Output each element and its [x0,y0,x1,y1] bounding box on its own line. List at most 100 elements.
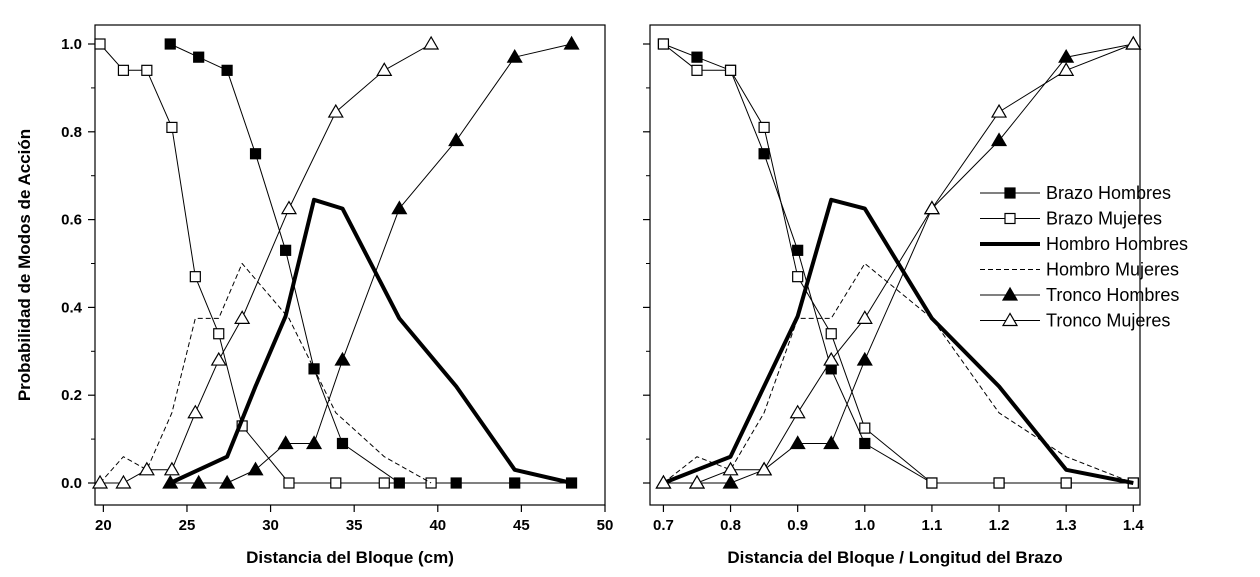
data-point [423,35,440,50]
data-point [923,200,940,215]
data-point [138,461,155,476]
series-line [100,43,432,484]
data-point [724,64,737,76]
data-point [376,62,393,76]
data-point [164,38,176,50]
data-point [859,437,871,450]
data-point [657,38,670,50]
data-point [691,51,703,63]
series-line [662,197,1134,485]
data-point [926,477,938,489]
data-point [234,310,251,324]
data-point [141,64,153,76]
data-point [219,474,236,489]
data-point [1060,477,1072,489]
legend-label: Tronco Hombres [1046,285,1179,305]
legend-marker [1004,187,1016,199]
data-point [789,435,806,450]
x-tick-label: 25 [179,517,196,534]
data-point [859,422,871,434]
data-point [190,474,207,489]
y-tick-label: 0.6 [61,212,82,229]
x-axis-title: Distancia del Bloque (cm) [246,548,454,567]
x-tick-label: 1.0 [854,517,875,534]
data-point [823,435,840,450]
data-point [280,200,298,215]
y-tick-label: 1.0 [61,36,82,53]
x-tick-label: 30 [262,517,279,534]
data-point [990,132,1008,147]
data-point [249,148,262,160]
x-axis-title: Distancia del Bloque / Longitud del Braz… [727,548,1062,567]
y-tick-label: 0.0 [61,475,82,492]
data-point [1125,35,1142,50]
series-line [663,263,1134,484]
data-point [327,103,344,118]
data-point [193,51,205,63]
x-tick-label: 1.1 [921,517,942,534]
x-tick-label: 1.2 [989,517,1010,534]
x-tick-label: 0.7 [653,517,674,534]
data-point [825,328,837,340]
data-point [189,271,201,283]
legend-label: Hombro Hombres [1046,234,1188,254]
data-point [792,271,804,283]
data-point [758,148,770,160]
data-point [1058,62,1075,76]
data-point [221,64,233,76]
data-point [993,477,1005,489]
legend: Brazo Hombres Brazo Mujeres Hombro Hombres… [980,183,1188,331]
x-tick-label: 1.4 [1123,517,1145,534]
data-point [210,351,227,366]
data-point [450,477,462,489]
series-line [169,197,573,485]
data-point [990,103,1008,118]
data-point [722,474,739,489]
chart-panel-left: 0.0 0.2 0.4 0.6 0.8 1.0 Probabilidad de Modos … [15,24,614,567]
data-point [448,132,465,147]
plot-frame [649,24,1141,506]
data-point [789,404,806,419]
data-point [91,474,109,489]
legend-marker [1001,312,1019,327]
x-tick-label: 35 [346,517,363,534]
data-point [277,435,294,450]
data-point [213,328,225,340]
data-point [166,121,178,134]
x-tick-label: 20 [95,517,112,534]
x-tick-label: 1.3 [1056,517,1077,534]
data-point [506,48,523,63]
plot-frame [94,24,606,506]
data-point [509,477,521,489]
data-point [756,461,773,476]
data-point [378,477,390,489]
x-tick-label: 50 [597,517,614,534]
x-tick-label: 0.8 [720,517,741,534]
x-tick-label: 45 [513,517,530,534]
data-point [163,461,180,476]
x-tick-label: 40 [429,517,446,534]
data-point [94,38,106,50]
y-tick-label: 0.4 [61,299,83,316]
data-point [758,121,770,134]
data-point [162,474,179,489]
series-line [99,263,432,484]
legend-label: Hombro Mujeres [1046,260,1179,280]
data-point [280,244,292,256]
data-point [187,404,204,419]
data-point [856,351,873,366]
legend-marker [1001,286,1019,301]
data-point [563,35,580,50]
data-point [792,244,804,256]
legend-label: Brazo Mujeres [1046,209,1162,229]
data-point [691,64,703,76]
chart-panel-right: 0.7 0.8 0.9 1.0 1.1 1.2 1.3 1.4 Distancia del Bl… [643,24,1145,567]
data-point [247,461,264,476]
x-tick-label: 0.9 [787,517,808,534]
data-point [722,461,739,476]
data-point [655,474,672,489]
data-point [283,477,295,489]
data-point [336,437,349,450]
data-point [330,477,342,489]
